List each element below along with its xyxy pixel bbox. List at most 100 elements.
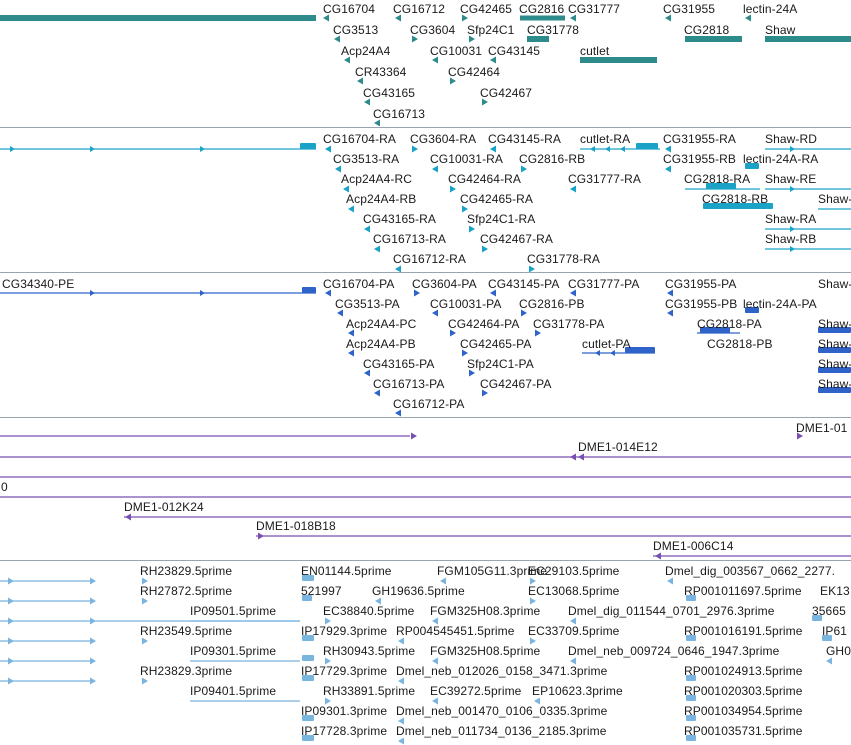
- feature-label-ec39272-5prime[interactable]: EC39272.5prime: [430, 684, 522, 698]
- feature-label-acp24a4-rc[interactable]: Acp24A4-RC: [341, 172, 413, 186]
- est-clones-feature-glyph[interactable]: [398, 737, 404, 745]
- est-clones-feature-glyph[interactable]: [302, 595, 312, 601]
- est-clones-feature-glyph[interactable]: [142, 597, 148, 605]
- feature-label-shaw-rd[interactable]: Shaw-RD: [765, 132, 818, 146]
- est-clones-feature-glyph[interactable]: [432, 617, 438, 625]
- genes-feature-glyph[interactable]: [685, 36, 742, 42]
- feature-label-rh23829-3prime[interactable]: RH23829.3prime: [140, 664, 233, 678]
- est-clones-feature-glyph[interactable]: [325, 617, 331, 625]
- feature-label-en01144-5prime[interactable]: EN01144.5prime: [301, 564, 392, 578]
- polypeptides-feature-glyph[interactable]: [302, 287, 316, 293]
- genes-feature-glyph[interactable]: [374, 119, 380, 127]
- feature-label-ec29103-5prime[interactable]: EC29103.5prime: [528, 564, 620, 578]
- feature-label-dme1-014e12[interactable]: DME1-014E12: [578, 440, 658, 454]
- feature-label-cg31778-pa[interactable]: CG31778-PA: [533, 317, 605, 331]
- polypeptides-feature-glyph[interactable]: [610, 350, 615, 356]
- genes-feature-glyph[interactable]: [490, 56, 496, 64]
- feature-label-ip09301-5prime[interactable]: IP09301.5prime: [190, 644, 277, 658]
- genes-feature-glyph[interactable]: [462, 14, 468, 22]
- polypeptides-feature-glyph[interactable]: [490, 289, 496, 297]
- feature-label-cg2818-rb[interactable]: CG2818-RB: [702, 192, 769, 206]
- feature-label-cg42465[interactable]: CG42465: [460, 2, 513, 16]
- feature-label-cg43145[interactable]: CG43145: [488, 44, 541, 58]
- feature-label-shaw[interactable]: Shaw-: [818, 317, 851, 331]
- genes-feature-glyph[interactable]: [395, 14, 401, 22]
- feature-label-cg43145-pa[interactable]: CG43145-PA: [488, 277, 560, 291]
- feature-label-cg42465-pa[interactable]: CG42465-PA: [460, 337, 532, 351]
- transcripts-feature-glyph[interactable]: [343, 185, 349, 193]
- polypeptides-feature-glyph[interactable]: [395, 409, 401, 417]
- feature-label-lectin-24a[interactable]: lectin-24A: [743, 2, 798, 16]
- feature-label-dmel-neb-009724-0646-1947-3prime[interactable]: Dmel_neb_009724_0646_1947.3prime: [568, 644, 780, 658]
- feature-label-cg31955-ra[interactable]: CG31955-RA: [663, 132, 737, 146]
- polypeptides-feature-glyph[interactable]: [667, 309, 673, 317]
- feature-label-cg2816-rb[interactable]: CG2816-RB: [519, 152, 586, 166]
- transcripts-feature-glyph[interactable]: [325, 145, 331, 153]
- feature-label-ip61[interactable]: IP61: [822, 624, 848, 638]
- est-clones-feature-glyph[interactable]: [826, 657, 832, 665]
- est-clones-feature-glyph[interactable]: [8, 677, 14, 685]
- feature-label-dme1-006c14[interactable]: DME1-006C14: [653, 539, 734, 553]
- bac-clones-feature-glyph[interactable]: [570, 453, 576, 461]
- feature-label-lectin-24a-pa[interactable]: lectin-24A-PA: [743, 297, 817, 311]
- feature-label-cg3604-pa[interactable]: CG3604-PA: [412, 277, 477, 291]
- transcripts-feature-glyph[interactable]: [335, 165, 341, 173]
- feature-label-cg16704-pa[interactable]: CG16704-PA: [323, 277, 395, 291]
- est-clones-feature-glyph[interactable]: [398, 637, 404, 645]
- transcripts-feature-glyph[interactable]: [790, 146, 795, 152]
- transcripts-feature-glyph[interactable]: [490, 145, 496, 153]
- feature-label-cg3513-pa[interactable]: CG3513-PA: [335, 297, 400, 311]
- feature-label-cg42464[interactable]: CG42464: [448, 65, 501, 79]
- feature-label-cg16712[interactable]: CG16712: [393, 2, 446, 16]
- feature-label-cg2818-pb[interactable]: CG2818-PB: [707, 337, 773, 351]
- transcripts-feature-glyph[interactable]: [412, 145, 418, 153]
- polypeptides-feature-glyph[interactable]: [595, 350, 600, 356]
- feature-label-cg43165-pa[interactable]: CG43165-PA: [363, 357, 435, 371]
- transcripts-feature-glyph[interactable]: [590, 146, 595, 152]
- genes-feature-glyph[interactable]: [334, 35, 340, 43]
- feature-label-fgm325h08-3prime[interactable]: FGM325H08.3prime: [430, 604, 541, 618]
- polypeptides-feature-glyph[interactable]: [348, 349, 354, 357]
- transcripts-feature-glyph[interactable]: [374, 245, 380, 253]
- feature-label-dme1-012k24[interactable]: DME1-012K24: [124, 500, 204, 514]
- feature-label-shaw-re[interactable]: Shaw-RE: [765, 172, 817, 186]
- est-clones-feature-glyph[interactable]: [90, 577, 96, 585]
- polypeptides-feature-glyph[interactable]: [364, 369, 370, 377]
- est-clones-feature-glyph[interactable]: [8, 657, 14, 665]
- genes-feature-glyph[interactable]: [745, 14, 751, 22]
- est-clones-feature-glyph[interactable]: [530, 637, 536, 645]
- feature-label-ep10623-3prime[interactable]: EP10623.3prime: [532, 684, 623, 698]
- est-clones-feature-glyph[interactable]: [570, 617, 576, 625]
- feature-label-rp001024913-5prime[interactable]: RP001024913.5prime: [684, 664, 803, 678]
- feature-label-ec38840-5prime[interactable]: EC38840.5prime: [323, 604, 415, 618]
- genes-feature-glyph[interactable]: [482, 98, 488, 106]
- est-clones-feature-glyph[interactable]: [8, 617, 14, 625]
- feature-label-shaw-ra[interactable]: Shaw-RA: [765, 212, 817, 226]
- feature-label-ip09401-5prime[interactable]: IP09401.5prime: [190, 684, 277, 698]
- est-clones-feature-glyph[interactable]: [302, 735, 314, 741]
- feature-label-shaw[interactable]: Shaw-: [818, 192, 851, 206]
- genes-feature-glyph[interactable]: [580, 57, 657, 63]
- est-clones-feature-glyph[interactable]: [534, 697, 540, 705]
- feature-label-cg3604-ra[interactable]: CG3604-RA: [410, 132, 477, 146]
- polypeptides-feature-glyph[interactable]: [625, 347, 655, 353]
- feature-label-ec33709-5prime[interactable]: EC33709.5prime: [528, 624, 620, 638]
- genes-feature-glyph[interactable]: [765, 36, 851, 42]
- feature-label-dmel-dig-003567-0662-2277[interactable]: Dmel_dig_003567_0662_2277.: [665, 564, 836, 578]
- feature-label-cg42467-pa[interactable]: CG42467-PA: [480, 377, 552, 391]
- feature-label-rp004545451-5prime[interactable]: RP004545451.5prime: [396, 624, 515, 638]
- est-clones-feature-glyph[interactable]: [302, 655, 314, 661]
- transcripts-feature-glyph[interactable]: [706, 183, 736, 189]
- polypeptides-feature-glyph[interactable]: [482, 389, 488, 397]
- polypeptides-feature-glyph[interactable]: [337, 309, 343, 317]
- transcripts-feature-glyph[interactable]: [790, 246, 795, 252]
- polypeptides-feature-glyph[interactable]: [432, 309, 438, 317]
- feature-label-cg10031[interactable]: CG10031: [430, 44, 483, 58]
- feature-label-ip17929-3prime[interactable]: IP17929.3prime: [301, 624, 388, 638]
- genes-feature-glyph[interactable]: [364, 98, 370, 106]
- transcripts-feature-glyph[interactable]: [469, 225, 475, 233]
- est-clones-feature-glyph[interactable]: [812, 615, 822, 621]
- transcripts-feature-glyph[interactable]: [745, 163, 759, 169]
- feature-label-dme1-01[interactable]: DME1-01: [796, 421, 848, 435]
- bac-clones-feature-glyph[interactable]: [655, 552, 661, 560]
